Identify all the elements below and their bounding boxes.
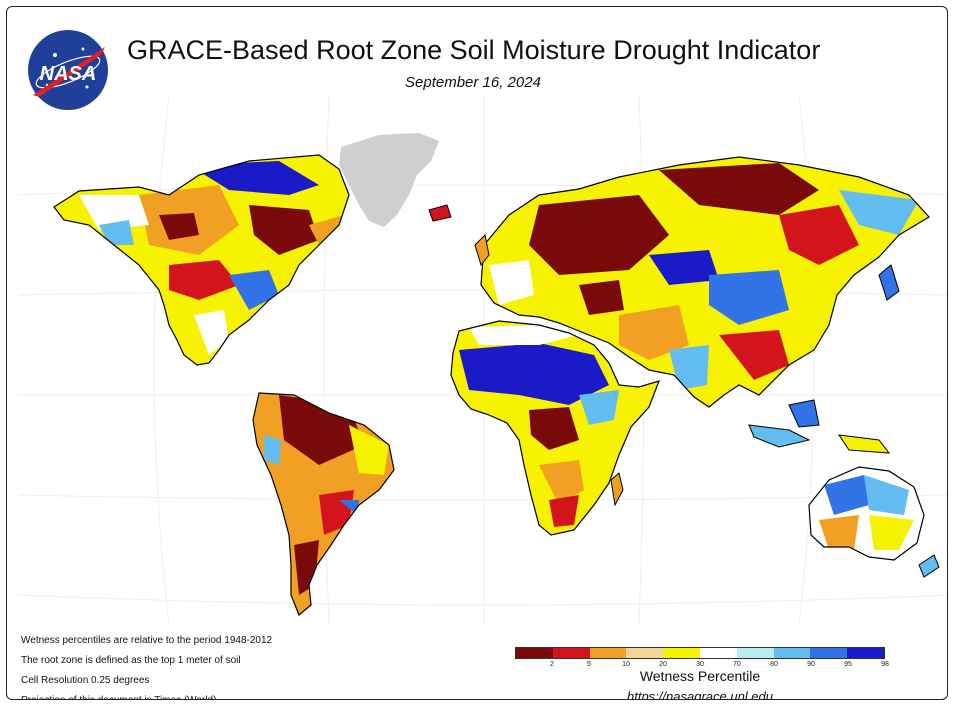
- legend-tick-label: 90: [807, 661, 815, 668]
- legend-title: Wetness Percentile: [639, 668, 761, 684]
- legend-tick-label: 10: [622, 661, 630, 668]
- map-frame: NASA GRACE-Based Root Zone Soil Moisture…: [6, 6, 948, 700]
- legend-tick-label: 98: [881, 661, 889, 668]
- legend-swatch: [810, 648, 848, 658]
- legend-swatch: [516, 648, 553, 658]
- legend-color-bar: [515, 647, 885, 659]
- indonesia: [748, 424, 811, 448]
- legend-ticks: 2 5 10 20 30 70 80 90 95 98: [515, 661, 889, 671]
- note-projection: Projection of this document is Times (Wo…: [21, 691, 272, 699]
- legend: 2 5 10 20 30 70 80 90 95 98 Wetness Percentile ht…: [515, 647, 889, 700]
- legend-swatch: [626, 648, 664, 658]
- madagascar: [610, 472, 624, 507]
- australia: [809, 467, 924, 560]
- new-zealand: [918, 554, 940, 578]
- map-date: September 16, 2024: [405, 74, 541, 91]
- new-guinea: [837, 434, 891, 454]
- legend-tick-label: 5: [587, 661, 591, 668]
- japan: [878, 264, 900, 301]
- map-notes: Wetness percentiles are relative to the …: [21, 631, 273, 699]
- british-isles: [474, 233, 490, 267]
- greenland-no-data: [339, 133, 439, 227]
- legend-tick-label: 70: [733, 661, 741, 668]
- note-resolution: Cell Resolution 0.25 degrees: [21, 675, 150, 686]
- page-title: GRACE-Based Root Zone Soil Moisture Drou…: [127, 35, 821, 65]
- legend-tick-label: 80: [770, 661, 778, 668]
- borneo: [788, 399, 820, 428]
- note-period: Wetness percentiles are relative to the …: [21, 635, 273, 646]
- legend-tick-label: 20: [659, 661, 667, 668]
- legend-tick-label: 30: [696, 661, 704, 668]
- source-url[interactable]: https://nasagrace.unl.edu: [627, 689, 773, 700]
- legend-swatch: [699, 648, 737, 658]
- world-map: [19, 95, 947, 625]
- legend-tick-label: 95: [844, 661, 852, 668]
- nasa-logo-text: NASA: [40, 63, 97, 85]
- legend-swatch: [847, 648, 884, 658]
- legend-swatch: [736, 648, 774, 658]
- iceland: [428, 204, 452, 222]
- legend-swatch: [589, 648, 627, 658]
- legend-swatch: [663, 648, 700, 658]
- north-america: [54, 155, 349, 365]
- note-root-zone: The root zone is defined as the top 1 me…: [21, 655, 241, 666]
- legend-swatch: [773, 648, 811, 658]
- nasa-logo: NASA: [28, 30, 108, 110]
- legend-tick-label: 2: [550, 661, 554, 668]
- legend-swatch: [552, 648, 590, 658]
- south-america: [253, 393, 394, 615]
